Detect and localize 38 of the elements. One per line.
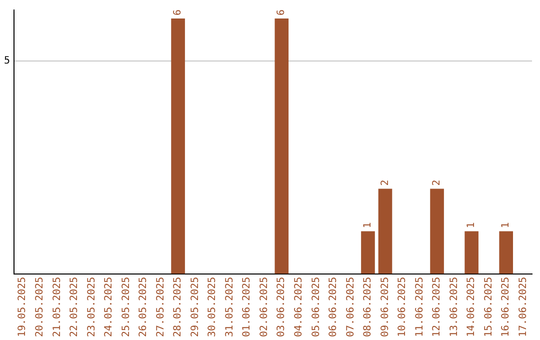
x-tick-label: 23.05.2025 [86,276,98,338]
x-tick-label: 08.06.2025 [362,276,374,338]
x-tick-label: 07.06.2025 [345,276,356,338]
x-tick-label: 04.06.2025 [294,276,305,338]
x-tick-label: 13.06.2025 [448,276,460,338]
x-tick-label: 28.05.2025 [172,276,184,338]
x-tick-label: 10.06.2025 [397,276,408,338]
x-tick-label: 05.06.2025 [310,276,322,338]
data-label: 2 [380,180,391,186]
x-tick-label: 06.06.2025 [328,276,340,338]
data-label: 1 [466,222,478,228]
x-tick-label: 09.06.2025 [380,276,391,338]
x-tick-label: 27.05.2025 [155,276,166,338]
x-tick-label: 20.05.2025 [34,276,46,338]
x-tick-label: 17.06.2025 [518,276,529,338]
x-tick-label: 26.05.2025 [138,276,150,338]
x-tick-label: 02.06.2025 [258,276,270,338]
x-tick-label: 25.05.2025 [120,276,132,338]
x-tick-label: 19.05.2025 [17,276,28,338]
x-tick-label: 24.05.2025 [104,276,115,338]
x-tick-label: 14.06.2025 [466,276,478,338]
x-tick-label: 01.06.2025 [242,276,253,338]
x-tick-label: 12.06.2025 [432,276,443,338]
x-tick-label: 16.06.2025 [500,276,512,338]
y-tick-label: 5 [4,56,10,67]
data-label: 2 [432,180,443,186]
data-label: 1 [500,222,512,228]
x-tick-label: 11.06.2025 [414,276,426,338]
x-tick-label: 21.05.2025 [52,276,63,338]
x-tick-label: 31.05.2025 [224,276,236,338]
x-tick-label: 22.05.2025 [69,276,80,338]
x-tick-label: 15.06.2025 [483,276,494,338]
data-label: 6 [276,9,288,16]
x-tick-label: 03.06.2025 [276,276,288,338]
data-label: 6 [172,9,184,16]
data-label: 1 [362,222,374,228]
x-tick-label: 29.05.2025 [190,276,201,338]
x-tick-label: 30.05.2025 [207,276,218,338]
